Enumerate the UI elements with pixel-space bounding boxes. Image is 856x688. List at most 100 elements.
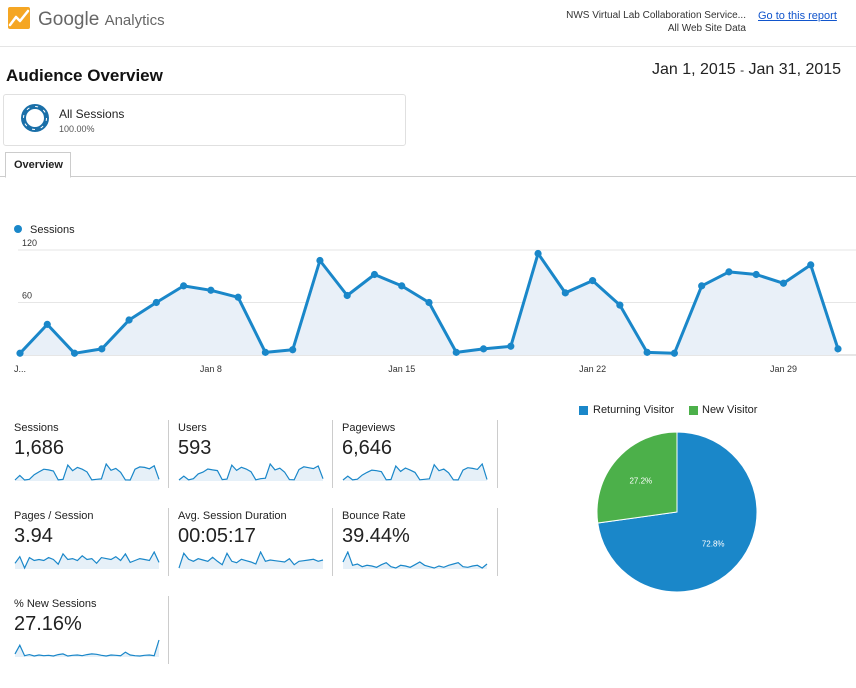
sparkline-line <box>342 551 488 569</box>
metric-value: 593 <box>178 437 212 459</box>
sparkline-line <box>14 463 160 481</box>
metric-value: 27.16% <box>14 613 82 635</box>
brand-google: Google <box>38 9 100 30</box>
metric-users[interactable]: Users 593 <box>178 422 326 488</box>
sessions-data-point[interactable] <box>98 345 106 353</box>
metric-divider <box>168 508 169 576</box>
x-tick-label: Jan 22 <box>579 364 606 374</box>
segment-name: All Sessions <box>59 107 125 121</box>
metric-divider <box>332 420 333 488</box>
sparkline-line <box>178 551 324 569</box>
metric-value: 6,646 <box>342 437 393 459</box>
header-divider <box>0 46 856 47</box>
metric-pages-session[interactable]: Pages / Session 3.94 <box>14 510 162 576</box>
sessions-data-point[interactable] <box>125 316 133 324</box>
go-to-report-link[interactable]: Go to this report <box>758 10 837 22</box>
property-name: NWS Virtual Lab Collaboration Service... <box>566 10 746 21</box>
sessions-data-point[interactable] <box>452 348 460 356</box>
metric-sparkline <box>178 551 324 569</box>
tab-overview[interactable]: Overview <box>5 152 71 178</box>
metric-divider <box>497 508 498 576</box>
sessions-data-point[interactable] <box>316 256 324 265</box>
legend-new-visitor: New Visitor <box>702 404 758 416</box>
pie-value-label: 27.2% <box>629 477 652 486</box>
sessions-data-point[interactable] <box>152 298 160 307</box>
segment-card[interactable] <box>3 94 406 146</box>
metric-value: 39.44% <box>342 525 410 547</box>
sparkline-line <box>14 639 160 657</box>
sessions-data-point[interactable] <box>43 320 51 328</box>
metric-avg-session-duration[interactable]: Avg. Session Duration 00:05:17 <box>178 510 326 576</box>
segment-ring-icon <box>20 102 50 139</box>
sessions-data-point[interactable] <box>779 279 788 287</box>
sessions-data-point[interactable] <box>16 349 24 357</box>
sessions-data-point[interactable] <box>834 345 842 353</box>
metric-divider <box>168 420 169 488</box>
date-start: Jan 1, 2015 <box>652 61 736 78</box>
sessions-data-point[interactable] <box>589 277 597 285</box>
sessions-data-point[interactable] <box>370 270 379 279</box>
brand-product: Analytics <box>104 12 165 29</box>
sessions-legend-dot <box>14 225 22 233</box>
sparkline-area <box>15 552 159 569</box>
x-tick-label: J... <box>14 364 26 374</box>
metric-pageviews[interactable]: Pageviews 6,646 <box>342 422 490 488</box>
metric-label: Pages / Session <box>14 510 94 522</box>
brand-name: Google Analytics <box>38 9 165 31</box>
pie-value-label: 72.8% <box>702 540 725 549</box>
metric-label: Pageviews <box>342 422 396 434</box>
sparkline-line <box>14 551 160 570</box>
metric-value: 00:05:17 <box>178 525 256 547</box>
sessions-data-point[interactable] <box>643 348 651 356</box>
metric-label: Users <box>178 422 207 434</box>
sessions-data-point[interactable] <box>70 349 79 357</box>
sessions-data-point[interactable] <box>289 346 297 354</box>
sparkline-line <box>342 463 488 481</box>
metric-sparkline <box>14 639 160 657</box>
metric-bounce-rate[interactable]: Bounce Rate 39.44% <box>342 510 490 576</box>
sessions-data-point[interactable] <box>725 268 733 276</box>
sessions-data-point[interactable] <box>752 270 760 279</box>
metric-sparkline <box>342 463 488 481</box>
sessions-data-point[interactable] <box>561 289 569 297</box>
sessions-data-point[interactable] <box>479 345 488 353</box>
metric-label: % New Sessions <box>14 598 97 610</box>
sessions-data-point[interactable] <box>534 249 542 258</box>
sessions-data-point[interactable] <box>343 291 351 300</box>
metric-label: Bounce Rate <box>342 510 406 522</box>
sessions-data-point[interactable] <box>698 282 706 290</box>
metric-divider <box>497 420 498 488</box>
metric-sparkline <box>14 551 160 570</box>
sessions-data-point[interactable] <box>807 261 815 269</box>
sessions-line-chart: 120 60 J... Jan 8 Jan 15 Jan 22 Jan 29 Sessio… <box>14 224 856 374</box>
sessions-data-point[interactable] <box>261 348 269 356</box>
sessions-data-point[interactable] <box>670 349 679 357</box>
pie-slice-new-visitor[interactable] <box>596 431 678 524</box>
sessions-data-point[interactable] <box>425 298 433 307</box>
tab-bar-divider <box>0 176 856 177</box>
sessions-data-point[interactable] <box>207 286 215 294</box>
legend-swatch-returning <box>579 406 588 415</box>
sessions-data-point[interactable] <box>180 282 188 290</box>
metric-divider <box>332 508 333 576</box>
metric-value: 1,686 <box>14 437 65 459</box>
metric-sparkline <box>178 463 324 481</box>
sessions-data-point[interactable] <box>398 282 406 290</box>
metric-sessions[interactable]: Sessions 1,686 <box>14 422 162 488</box>
date-separator: - <box>740 63 745 77</box>
sparkline-line <box>178 463 324 481</box>
analytics-logo-icon <box>8 7 30 29</box>
date-range[interactable]: Jan 1, 2015 - Jan 31, 2015 <box>652 61 841 79</box>
x-tick-label: Jan 29 <box>770 364 797 374</box>
x-tick-label: Jan 15 <box>388 364 415 374</box>
legend-returning-visitor: Returning Visitor <box>593 404 675 416</box>
sessions-data-point[interactable] <box>234 293 242 301</box>
metric--new-sessions[interactable]: % New Sessions 27.16% <box>14 598 162 664</box>
segment-percent: 100.00% <box>59 124 95 134</box>
sessions-data-point[interactable] <box>616 301 624 309</box>
sessions-data-point[interactable] <box>507 342 515 350</box>
legend-swatch-new <box>689 406 698 415</box>
metric-label: Avg. Session Duration <box>178 510 287 522</box>
x-tick-label: Jan 8 <box>200 364 222 374</box>
y-tick-label: 60 <box>22 291 32 301</box>
